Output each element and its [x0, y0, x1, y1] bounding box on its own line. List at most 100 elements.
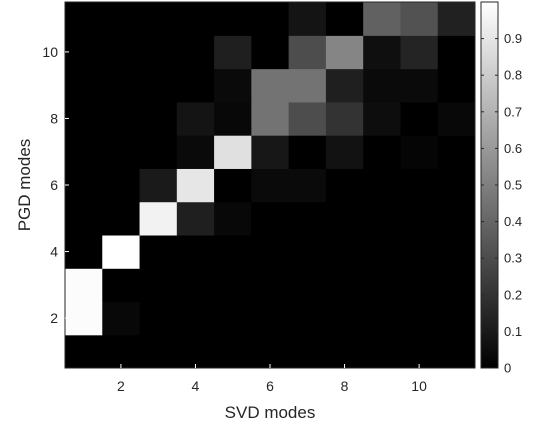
- heatmap-cell: [102, 168, 141, 203]
- heatmap-cell: [288, 334, 327, 368]
- heatmap-cell: [400, 168, 439, 203]
- heatmap-cell: [400, 334, 439, 368]
- heatmap-cell: [65, 201, 103, 236]
- colorbar-tick-label: 0.9: [504, 31, 522, 46]
- x-tick-label: 10: [411, 378, 427, 394]
- heatmap-cell: [65, 168, 103, 203]
- heatmap-cell: [325, 35, 364, 70]
- heatmap-cell: [176, 268, 215, 303]
- heatmap-cell: [437, 35, 475, 70]
- y-axis-title: PGD modes: [15, 139, 34, 232]
- heatmap-cell: [139, 234, 178, 269]
- x-tick-label: 4: [192, 378, 200, 394]
- heatmap-cell: [65, 101, 103, 136]
- heatmap-cell: [437, 201, 475, 236]
- heatmap-cell: [325, 301, 364, 336]
- heatmap-cell: [363, 168, 402, 203]
- heatmap-cell: [102, 234, 141, 269]
- heatmap-cell: [363, 135, 402, 169]
- x-axis-ticks: 2 4 6 8 10: [117, 364, 427, 394]
- colorbar-tick-label: 0.7: [504, 104, 522, 119]
- y-tick-label: 10: [42, 44, 58, 60]
- heatmap-cell: [176, 168, 215, 203]
- colorbar-ticks: 0 0.1 0.2 0.3 0.4 0.5 0.6 0.7 0.8 0.9: [481, 31, 522, 376]
- heatmap-cell: [251, 135, 290, 169]
- heatmap-cell: [176, 334, 215, 368]
- heatmap-cell: [437, 234, 475, 269]
- heatmap-cell: [176, 35, 215, 70]
- heatmap-cell: [251, 201, 290, 236]
- y-tick-label: 4: [50, 244, 58, 260]
- heatmap-cell: [139, 35, 178, 70]
- heatmap-cell: [400, 135, 439, 169]
- colorbar-tick-label: 0: [504, 361, 511, 376]
- heatmap-cell: [102, 135, 141, 169]
- heatmap-cell: [102, 301, 141, 336]
- heatmap-cell: [288, 268, 327, 303]
- colorbar-tick-label: 0.1: [504, 324, 522, 339]
- heatmap-cell: [288, 68, 327, 103]
- heatmap-cell: [325, 2, 364, 36]
- heatmap-cell: [288, 201, 327, 236]
- x-axis-title: SVD modes: [225, 403, 316, 422]
- heatmap-cell: [176, 301, 215, 336]
- heatmap-cell: [139, 2, 178, 36]
- heatmap-cell: [400, 234, 439, 269]
- colorbar-tick-label: 0.3: [504, 251, 522, 266]
- heatmap-cell: [65, 135, 103, 169]
- heatmap-cell: [325, 334, 364, 368]
- heatmap-cell: [102, 268, 141, 303]
- heatmap-cell: [102, 68, 141, 103]
- heatmap-cell: [251, 234, 290, 269]
- heatmap-cell: [214, 35, 252, 70]
- heatmap-cell: [288, 234, 327, 269]
- heatmap-cell: [363, 234, 402, 269]
- heatmap-cell: [288, 2, 327, 36]
- heatmap-cell: [288, 168, 327, 203]
- heatmap-cell: [363, 268, 402, 303]
- heatmap-cell: [400, 268, 439, 303]
- heatmap-cell: [251, 101, 290, 136]
- heatmap-cell: [400, 201, 439, 236]
- heatmap-cell: [288, 35, 327, 70]
- heatmap-cell: [214, 301, 252, 336]
- heatmap-cell: [214, 201, 252, 236]
- heatmap-cells: [65, 2, 475, 368]
- heatmap-cell: [363, 334, 402, 368]
- heatmap-cell: [437, 101, 475, 136]
- y-tick-label: 8: [50, 110, 58, 126]
- heatmap-cell: [251, 68, 290, 103]
- heatmap-cell: [251, 334, 290, 368]
- heatmap-cell: [437, 168, 475, 203]
- y-axis-ticks: 2 4 6 8 10: [42, 44, 69, 326]
- heatmap-cell: [139, 268, 178, 303]
- heatmap-cell: [251, 268, 290, 303]
- heatmap-cell: [139, 68, 178, 103]
- heatmap-cell: [176, 135, 215, 169]
- heatmap-cell: [325, 234, 364, 269]
- heatmap-cell: [176, 68, 215, 103]
- heatmap-cell: [102, 101, 141, 136]
- heatmap-cell: [65, 35, 103, 70]
- heatmap-cell: [65, 2, 66, 36]
- y-tick-label: 2: [50, 310, 58, 326]
- heatmap-cell: [251, 301, 290, 336]
- heatmap-cell: [139, 201, 178, 236]
- heatmap-cell: [325, 268, 364, 303]
- heatmap-cell: [325, 101, 364, 136]
- colorbar-tick-label: 0.5: [504, 178, 522, 193]
- heatmap-cell: [251, 168, 290, 203]
- heatmap-cell: [214, 135, 252, 169]
- heatmap-cell: [437, 68, 475, 103]
- heatmap-cell: [363, 68, 402, 103]
- heatmap-cell: [214, 168, 252, 203]
- heatmap-cell: [363, 2, 402, 36]
- heatmap-cell: [65, 334, 66, 368]
- heatmap-cell: [176, 201, 215, 236]
- y-tick-label: 6: [50, 177, 58, 193]
- x-tick-label: 8: [341, 378, 349, 394]
- heatmap-cell: [102, 2, 141, 36]
- heatmap-cell: [65, 268, 66, 303]
- x-tick-label: 2: [117, 378, 125, 394]
